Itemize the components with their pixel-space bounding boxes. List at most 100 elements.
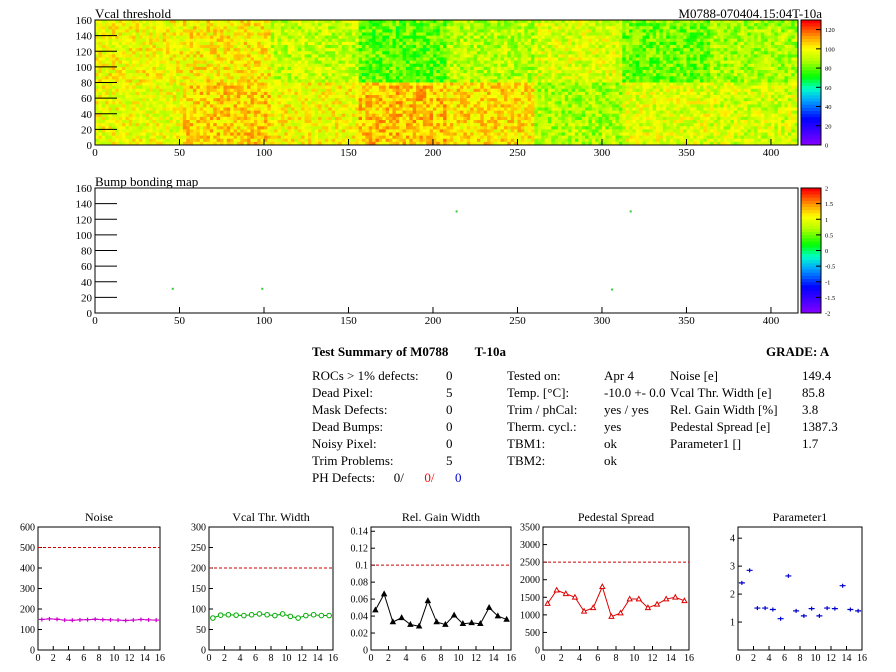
heatmap-cell <box>710 48 714 52</box>
heatmap-cell <box>764 88 768 93</box>
heatmap-cell <box>159 29 163 33</box>
heatmap-cell <box>544 32 549 37</box>
heatmap-cell <box>720 85 725 90</box>
heatmap-cell <box>710 38 714 43</box>
heatmap-cell <box>645 51 650 55</box>
heatmap-cell <box>649 88 654 93</box>
heatmap-cell <box>558 20 562 24</box>
heatmap-cell <box>284 91 289 96</box>
heatmap-cell <box>412 32 417 37</box>
heatmap-cell <box>321 79 326 83</box>
heatmap-cell <box>138 29 143 33</box>
heatmap-cell <box>436 73 441 77</box>
heatmap-cell <box>578 66 583 71</box>
heatmap-cell <box>182 51 187 55</box>
heatmap-cell <box>585 26 589 30</box>
heatmap-cell <box>412 70 417 74</box>
heatmap-cell <box>105 82 109 87</box>
heatmap-cell <box>260 66 265 71</box>
heatmap-cell <box>524 63 529 68</box>
heatmap-cell <box>547 51 552 55</box>
heatmap-cell <box>260 23 265 27</box>
heatmap-cell <box>193 88 197 93</box>
heatmap-cell <box>230 54 234 58</box>
heatmap-cell <box>365 41 370 46</box>
heatmap-cell <box>378 76 383 80</box>
heatmap-cell <box>297 57 302 62</box>
heatmap-cell <box>220 76 224 80</box>
heatmap-cell <box>683 82 687 87</box>
heatmap-cell <box>466 32 471 37</box>
heatmap-cell <box>230 51 234 55</box>
heatmap-cell <box>446 76 451 80</box>
heatmap-cell <box>247 79 251 83</box>
heatmap-cell <box>483 41 488 46</box>
heatmap-cell <box>321 41 326 46</box>
heatmap-cell <box>226 29 231 33</box>
heatmap-cell <box>358 79 363 83</box>
heatmap-cell <box>470 82 474 87</box>
heatmap-cell <box>128 20 133 24</box>
heatmap-cell <box>706 60 711 65</box>
heatmap-cell <box>497 20 501 24</box>
heatmap-cell <box>764 45 768 49</box>
heatmap-cell <box>622 79 627 83</box>
heatmap-cell <box>554 29 559 33</box>
heatmap-cell <box>605 54 610 58</box>
heatmap-cell <box>781 35 785 40</box>
heatmap-cell <box>257 38 262 43</box>
heatmap-cell <box>676 60 681 65</box>
heatmap-cell <box>514 79 518 83</box>
heatmap-cell <box>307 79 312 83</box>
heatmap-cell <box>196 45 201 49</box>
heatmap-cell <box>270 91 275 96</box>
heatmap-cell <box>385 51 390 55</box>
heatmap-cell <box>520 45 525 49</box>
heatmap-cell <box>111 29 116 33</box>
heatmap-cell <box>733 70 738 74</box>
heatmap-cell <box>189 41 194 46</box>
heatmap-cell <box>517 85 522 90</box>
heatmap-cell <box>686 88 691 93</box>
heatmap-cell <box>456 35 461 40</box>
heatmap-cell <box>240 41 245 46</box>
heatmap-cell <box>348 76 353 80</box>
heatmap-cell <box>209 82 214 87</box>
heatmap-cell <box>230 35 234 40</box>
heatmap-cell <box>500 73 505 77</box>
heatmap-cell <box>402 54 407 58</box>
heatmap-cell <box>263 57 268 62</box>
heatmap-cell <box>764 57 768 62</box>
heatmap-cell <box>764 76 768 80</box>
heatmap-cell <box>321 70 326 74</box>
heatmap-cell <box>389 26 393 30</box>
heatmap-cell <box>362 63 366 68</box>
heatmap-cell <box>274 79 278 83</box>
heatmap-cell <box>439 20 444 24</box>
heatmap-cell <box>179 70 184 74</box>
heatmap-cell <box>169 20 174 24</box>
heatmap-cell <box>608 82 613 87</box>
heatmap-cell <box>115 88 120 93</box>
heatmap-cell <box>716 20 721 24</box>
heatmap-cell <box>554 79 559 83</box>
heatmap-cell <box>280 20 285 24</box>
heatmap-cell <box>240 88 245 93</box>
heatmap-cell <box>568 29 572 33</box>
heatmap-cell <box>405 54 410 58</box>
heatmap-cell <box>561 48 566 52</box>
heatmap-cell <box>250 20 255 24</box>
heatmap-cell <box>743 38 748 43</box>
heatmap-cell <box>236 73 241 77</box>
heatmap-cell <box>257 45 262 49</box>
heatmap-cell <box>223 45 228 49</box>
heatmap-cell <box>669 35 674 40</box>
heatmap-cell <box>280 48 285 52</box>
heatmap-cell <box>747 82 752 87</box>
heatmap-cell <box>105 35 109 40</box>
heatmap-cell <box>257 32 262 37</box>
heatmap-cell <box>247 76 251 80</box>
heatmap-cell <box>456 29 461 33</box>
heatmap-cell <box>199 45 204 49</box>
heatmap-cell <box>581 76 586 80</box>
